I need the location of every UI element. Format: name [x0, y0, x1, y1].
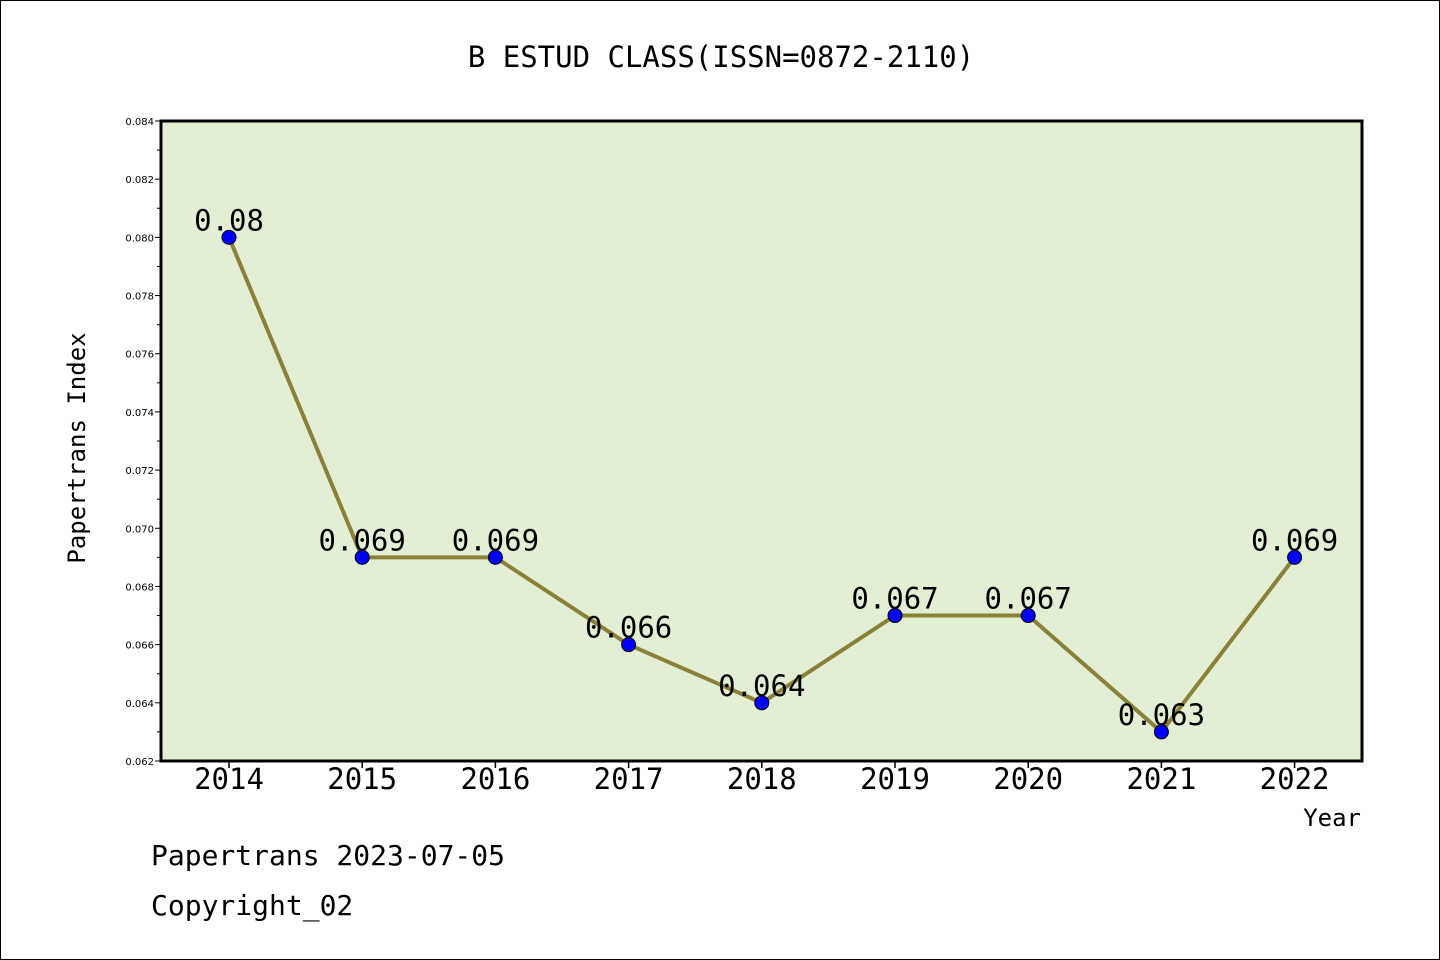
footer-date: Papertrans 2023-07-05 — [151, 839, 505, 872]
x-tick-label: 2021 — [1126, 762, 1196, 796]
y-axis-title: Papertrans Index — [63, 332, 91, 563]
y-tick-label: 0.080 — [125, 233, 154, 244]
data-point — [1020, 608, 1036, 624]
data-label: 0.063 — [1118, 698, 1205, 732]
data-point — [487, 549, 503, 565]
y-tick-label: 0.066 — [125, 641, 154, 652]
y-tick-label: 0.084 — [125, 117, 154, 128]
data-label: 0.069 — [319, 523, 406, 557]
x-tick-label: 2017 — [594, 762, 664, 796]
y-tick-label: 0.076 — [125, 350, 154, 361]
data-points — [221, 229, 1303, 740]
y-tick-label: 0.064 — [125, 699, 154, 710]
x-tick-label: 2019 — [860, 762, 930, 796]
footer-copyright: Copyright_02 — [151, 889, 353, 923]
data-point — [621, 637, 637, 653]
x-axis: 2014 2015 2016 2017 2018 2019 2020 2021 2022 — [194, 761, 1330, 796]
data-label: 0.069 — [452, 523, 539, 557]
x-tick-label: 2018 — [727, 762, 797, 796]
y-tick-label: 0.082 — [125, 175, 154, 186]
y-tick-label: 0.062 — [125, 757, 154, 768]
data-label: 0.067 — [851, 582, 938, 616]
data-point — [1287, 549, 1303, 565]
y-tick-label: 0.068 — [125, 582, 154, 593]
data-label: 0.066 — [585, 611, 672, 645]
x-tick-label: 2020 — [993, 762, 1063, 796]
data-label: 0.067 — [985, 582, 1072, 616]
x-tick-label: 2014 — [194, 762, 264, 796]
data-point — [887, 608, 903, 624]
x-tick-label: 2015 — [327, 762, 397, 796]
x-tick-label: 2022 — [1260, 762, 1330, 796]
data-point — [754, 695, 770, 711]
y-tick-label: 0.070 — [125, 524, 154, 535]
x-axis-title: Year — [1303, 804, 1361, 832]
data-point — [221, 229, 237, 245]
y-axis: 0.062 0.064 0.066 0.068 0.070 0.072 0.074 0.076… — [125, 117, 161, 768]
plot-area — [159, 119, 1364, 763]
y-tick-label: 0.074 — [125, 408, 154, 419]
y-tick-label: 0.078 — [125, 292, 154, 303]
data-label: 0.069 — [1251, 523, 1338, 557]
x-tick-label: 2016 — [460, 762, 530, 796]
data-point — [1153, 724, 1169, 740]
data-label: 0.08 — [194, 203, 264, 237]
data-label: 0.064 — [718, 669, 805, 703]
y-tick-label: 0.072 — [125, 466, 154, 477]
chart-title: B ESTUD CLASS(ISSN=0872-2110) — [468, 40, 974, 74]
data-point — [354, 549, 370, 565]
data-labels: 0.08 0.069 0.069 0.066 0.064 0.067 0.067 0.063 0… — [194, 203, 1338, 732]
